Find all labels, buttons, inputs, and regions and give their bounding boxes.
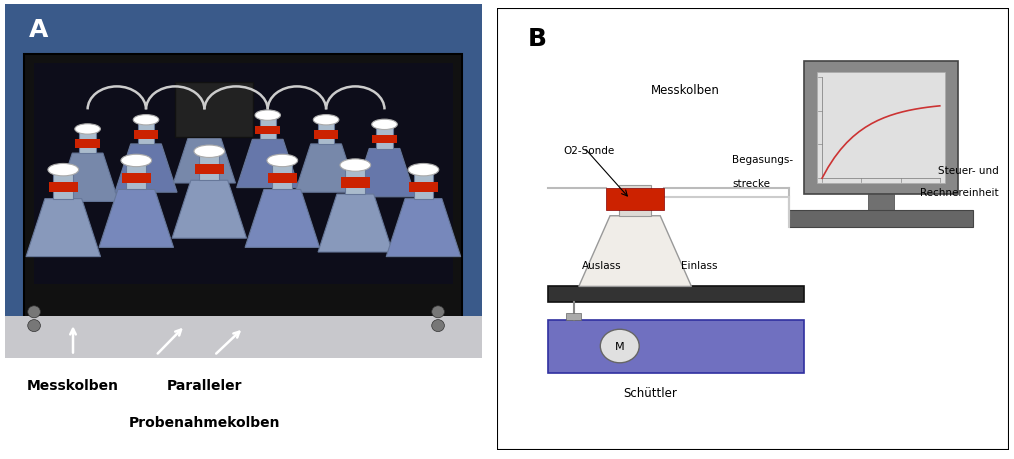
Bar	[318, 124, 335, 145]
Polygon shape	[57, 154, 119, 202]
Bar	[268, 174, 297, 184]
Text: A: A	[29, 18, 49, 42]
Bar	[49, 183, 78, 193]
Bar	[414, 174, 433, 199]
Bar	[566, 313, 581, 320]
Bar	[372, 135, 396, 144]
Text: Rechnereinheit: Rechnereinheit	[920, 188, 999, 198]
Polygon shape	[245, 190, 319, 248]
Circle shape	[600, 330, 639, 363]
Ellipse shape	[48, 164, 79, 176]
Bar	[138, 124, 154, 145]
Bar	[134, 131, 158, 140]
Text: M: M	[614, 341, 625, 351]
Ellipse shape	[192, 106, 217, 117]
Bar	[5, 5, 482, 358]
Text: Begasungs-: Begasungs-	[732, 155, 794, 165]
Text: Probenahmekolben: Probenahmekolben	[129, 415, 280, 429]
Bar	[5, 317, 482, 358]
Ellipse shape	[267, 155, 298, 167]
Bar	[804, 62, 957, 194]
Polygon shape	[173, 135, 235, 184]
Text: B: B	[527, 27, 547, 51]
Bar	[548, 287, 804, 302]
Bar	[195, 164, 224, 175]
Bar	[175, 83, 254, 138]
Bar	[817, 73, 945, 183]
Text: Auslass: Auslass	[581, 260, 622, 270]
Polygon shape	[26, 199, 100, 257]
Polygon shape	[386, 199, 460, 257]
Bar	[200, 156, 219, 181]
Bar	[122, 174, 151, 184]
Ellipse shape	[372, 120, 397, 130]
Bar	[314, 131, 339, 140]
Text: Einlass: Einlass	[681, 260, 718, 270]
Text: Messkolben: Messkolben	[27, 379, 119, 392]
Polygon shape	[115, 145, 177, 193]
Bar	[409, 183, 438, 193]
Bar	[0, 358, 487, 459]
Polygon shape	[236, 140, 299, 188]
Ellipse shape	[313, 115, 339, 126]
Polygon shape	[295, 145, 357, 193]
Bar	[868, 194, 893, 212]
Bar	[619, 185, 651, 216]
Circle shape	[432, 306, 444, 318]
Text: Messkolben: Messkolben	[651, 84, 719, 97]
Ellipse shape	[194, 146, 225, 158]
Polygon shape	[354, 149, 416, 197]
Bar	[341, 178, 370, 188]
Circle shape	[27, 320, 41, 332]
Bar	[346, 170, 365, 195]
Polygon shape	[318, 195, 392, 252]
Bar	[273, 165, 292, 190]
Text: Schüttler: Schüttler	[624, 386, 677, 399]
Circle shape	[27, 306, 41, 318]
Bar	[256, 126, 280, 135]
Ellipse shape	[75, 124, 100, 135]
Ellipse shape	[255, 111, 281, 121]
Bar	[127, 165, 146, 190]
Ellipse shape	[121, 155, 152, 167]
Ellipse shape	[340, 159, 371, 172]
Bar	[548, 320, 804, 373]
Bar	[24, 55, 462, 330]
Polygon shape	[579, 216, 692, 287]
Polygon shape	[172, 181, 246, 239]
Ellipse shape	[408, 164, 439, 176]
Text: O2-Sonde: O2-Sonde	[564, 146, 614, 156]
Bar	[197, 115, 213, 135]
Bar	[34, 64, 452, 285]
Bar	[606, 189, 664, 210]
Text: Paralleler: Paralleler	[166, 379, 242, 392]
Polygon shape	[99, 190, 173, 248]
Text: Steuer- und: Steuer- und	[938, 166, 999, 176]
Bar	[75, 140, 99, 149]
Bar	[789, 211, 973, 227]
Bar	[54, 174, 73, 199]
Text: strecke: strecke	[732, 179, 771, 189]
Bar	[79, 133, 95, 154]
Bar	[193, 122, 217, 130]
Bar	[376, 129, 392, 149]
Ellipse shape	[133, 115, 159, 126]
Bar	[260, 119, 276, 140]
Circle shape	[432, 320, 444, 332]
